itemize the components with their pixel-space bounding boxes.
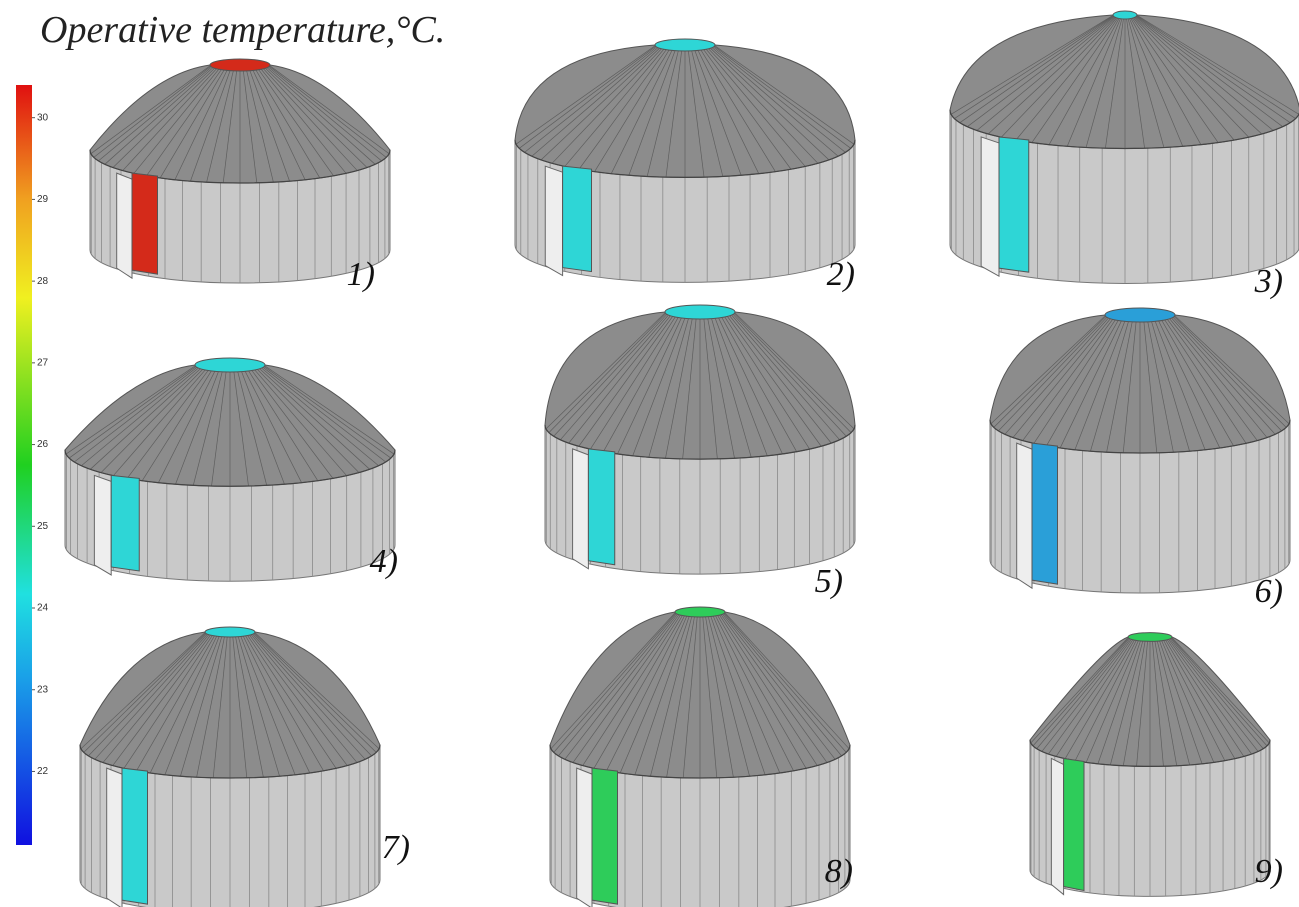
yurt [515, 39, 855, 282]
door-leaf [1051, 758, 1063, 894]
door [592, 768, 618, 904]
panel-label: 7) [382, 829, 410, 866]
door [1032, 443, 1058, 584]
door [1064, 758, 1084, 890]
colorbar-tick-label: 27 [37, 357, 49, 368]
figure: Operative temperature,°C. 22 23 24 25 26 27 28… [0, 0, 1299, 907]
yurt [545, 305, 855, 574]
colorbar [16, 85, 32, 845]
yurt [65, 358, 395, 581]
panel-label: 8) [825, 853, 853, 890]
yurt-roof [950, 15, 1299, 149]
roof-opening [655, 39, 715, 51]
door [999, 137, 1029, 272]
yurt [950, 11, 1299, 284]
roof-opening [1113, 11, 1137, 19]
roof-opening [195, 358, 265, 372]
door [111, 475, 139, 571]
panel-label: 5) [815, 563, 843, 600]
panel-label: 6) [1255, 573, 1283, 610]
colorbar-tick-label: 26 [37, 439, 49, 450]
door-leaf [573, 449, 589, 569]
yurt [90, 59, 390, 283]
colorbar-tick-label: 29 [37, 194, 49, 205]
colorbar-tick-label: 28 [37, 276, 49, 287]
roof-opening [665, 305, 735, 319]
colorbar-tick-label: 30 [37, 112, 49, 123]
roof-opening [1105, 308, 1175, 322]
panel-label: 2) [827, 256, 855, 293]
title: Operative temperature,°C. [40, 9, 445, 51]
panel-label: 1) [347, 256, 375, 293]
roof-opening [210, 59, 270, 71]
panel-label: 4) [370, 543, 398, 580]
door-leaf [545, 166, 562, 275]
panel-label: 3) [1254, 263, 1283, 300]
door-leaf [94, 475, 111, 575]
yurt [990, 308, 1290, 593]
roof-opening [205, 627, 255, 637]
door [122, 768, 148, 904]
colorbar-tick-label: 24 [37, 603, 49, 614]
panel-label: 9) [1255, 853, 1283, 890]
yurt [550, 607, 850, 907]
door-leaf [1017, 443, 1032, 588]
door-leaf [117, 173, 132, 278]
colorbar-tick-label: 23 [37, 684, 49, 695]
colorbar-tick-label: 22 [37, 766, 49, 777]
colorbar-tick-label: 25 [37, 521, 49, 532]
roof-opening [1128, 633, 1172, 642]
door-leaf [981, 137, 999, 276]
roof-opening [675, 607, 725, 617]
door [563, 166, 592, 271]
door [588, 449, 614, 565]
yurt [1030, 633, 1270, 897]
door [132, 173, 158, 274]
yurt [80, 627, 380, 907]
door-leaf [577, 768, 592, 907]
door-leaf [107, 768, 122, 907]
